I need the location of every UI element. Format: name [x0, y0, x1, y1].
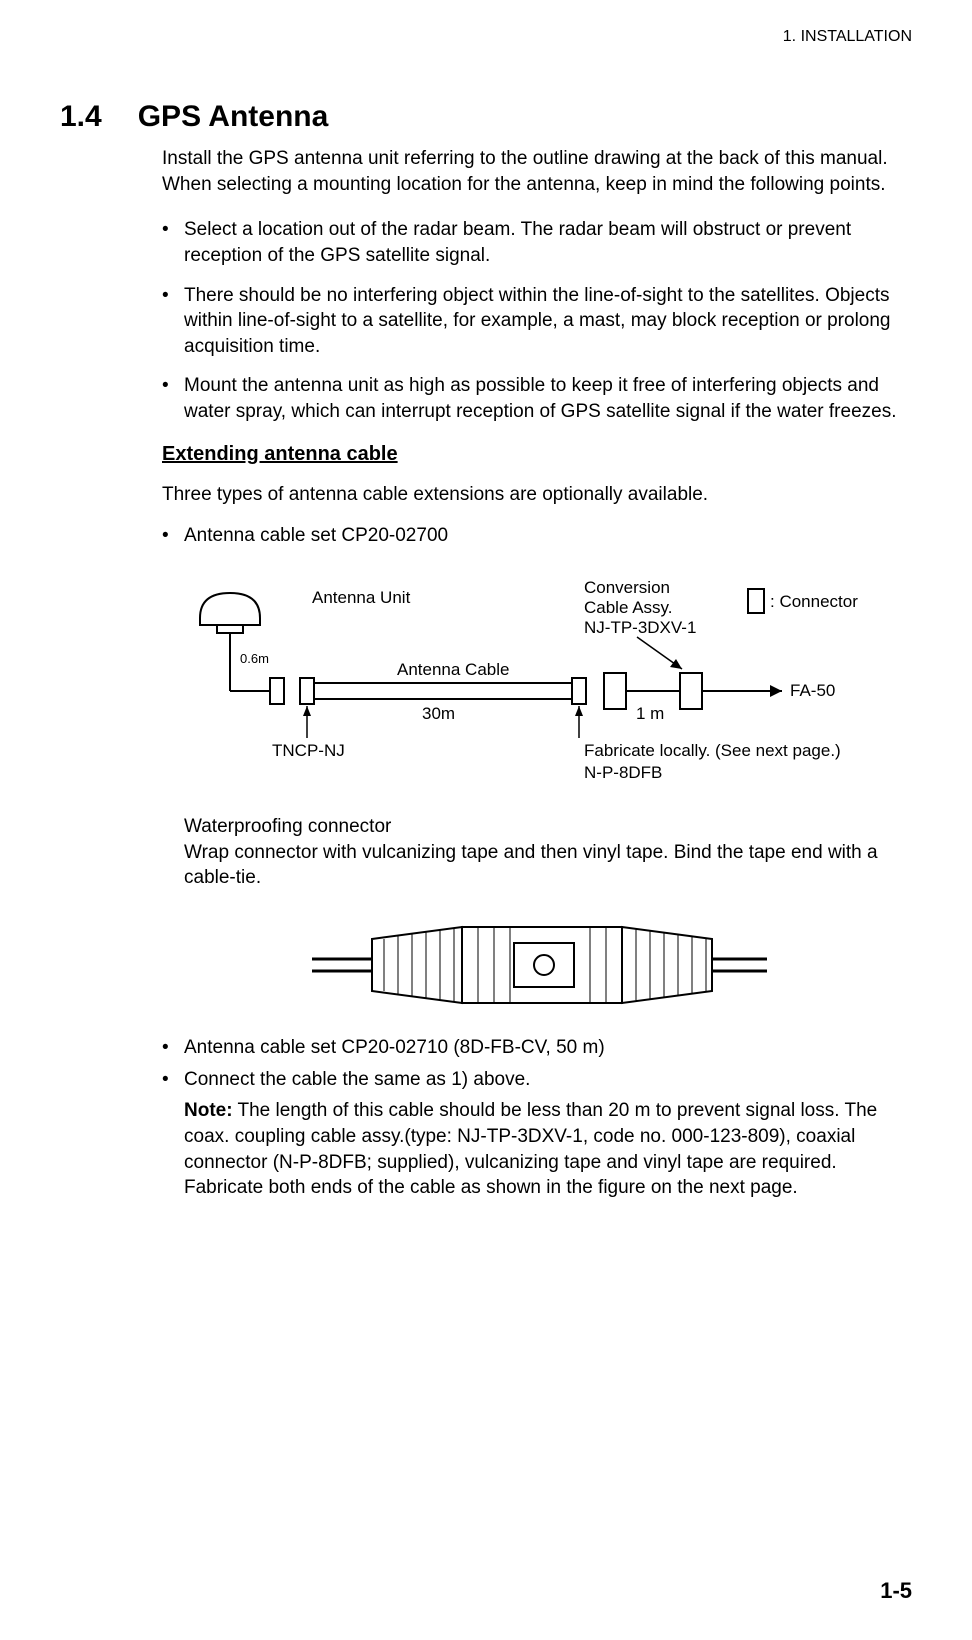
waterproof-title: Waterproofing connector: [184, 816, 391, 837]
tape-wrap-illustration: [302, 909, 772, 1019]
label-conversion: Conversion: [584, 578, 670, 597]
label-nj-tp: NJ-TP-3DXV-1: [584, 618, 696, 637]
section-heading-row: 1.4 GPS Antenna: [60, 100, 912, 134]
section-number: 1.4: [60, 100, 102, 134]
label-antenna-cable: Antenna Cable: [397, 660, 509, 679]
list-item: There should be no interfering object wi…: [162, 283, 912, 360]
label-np8dfb: N-P-8DFB: [584, 763, 662, 782]
list-item: Mount the antenna unit as high as possib…: [162, 373, 912, 424]
body-column: Install the GPS antenna unit referring t…: [162, 146, 912, 1201]
list-item: Connect the cable the same as 1) above.: [162, 1067, 912, 1093]
waterproof-text: Wrap connector with vulcanizing tape and…: [184, 842, 878, 889]
list-item: Antenna cable set CP20-02710 (8D-FB-CV, …: [162, 1035, 912, 1061]
note-label: Note:: [184, 1100, 233, 1121]
list-item: Antenna cable set CP20-02700: [162, 523, 912, 549]
label-30m: 30m: [422, 704, 455, 723]
cable-diagram: 0.6m Antenna Unit Antenna Cable 30m TNCP…: [172, 563, 912, 798]
label-antenna-unit: Antenna Unit: [312, 588, 411, 607]
note-paragraph: Note: The length of this cable should be…: [162, 1098, 912, 1201]
label-connector-legend: : Connector: [770, 592, 858, 611]
note-text: The length of this cable should be less …: [184, 1100, 877, 1198]
label-fabricate: Fabricate locally. (See next page.): [584, 741, 841, 760]
section-title: GPS Antenna: [138, 100, 329, 134]
sub-intro: Three types of antenna cable extensions …: [162, 482, 912, 508]
label-cable-assy: Cable Assy.: [584, 598, 673, 617]
page-number: 1-5: [880, 1578, 912, 1604]
sub-heading: Extending antenna cable: [162, 443, 912, 466]
bullet-list-main: Select a location out of the radar beam.…: [162, 217, 912, 424]
intro-paragraph: Install the GPS antenna unit referring t…: [162, 146, 912, 197]
list-item: Select a location out of the radar beam.…: [162, 217, 912, 268]
label-1m: 1 m: [636, 704, 664, 723]
cable-set-2-list: Antenna cable set CP20-02710 (8D-FB-CV, …: [162, 1035, 912, 1092]
chapter-header: 1. INSTALLATION: [783, 28, 912, 46]
label-fa-50: FA-50: [790, 681, 835, 700]
label-tncp-nj: TNCP-NJ: [272, 741, 345, 760]
waterproof-block: Waterproofing connector Wrap connector w…: [162, 814, 912, 891]
cable-set-1-list: Antenna cable set CP20-02700: [162, 523, 912, 549]
label-0-6m: 0.6m: [240, 651, 269, 666]
